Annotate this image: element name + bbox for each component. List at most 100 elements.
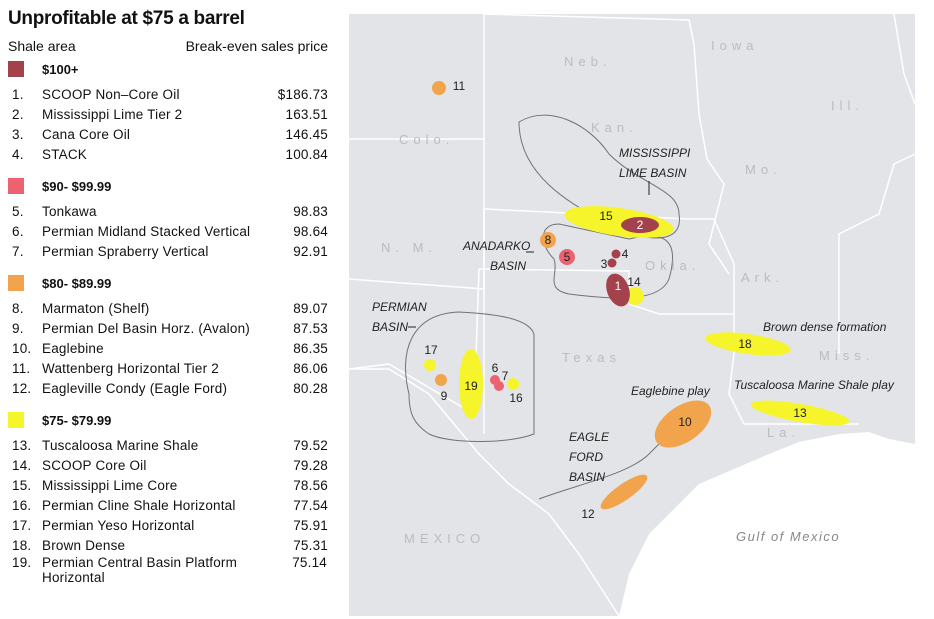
area-name: Permian Cline Shale Horizontal — [42, 497, 236, 513]
area-name: STACK — [42, 146, 88, 162]
area-name: Tonkawa — [42, 203, 97, 219]
marker-label: 4 — [622, 247, 629, 261]
legend-row: 15. Mississippi Lime Core 78.56 — [8, 475, 328, 495]
group-label: $90- $99.99 — [42, 178, 112, 194]
area-name: Cana Core Oil — [42, 126, 131, 142]
legend-row: 18. Brown Dense 75.31 — [8, 535, 328, 555]
break-even-price: $186.73 — [277, 86, 328, 102]
state-label: N. M. — [381, 240, 437, 255]
basin-labels: MISSISSIPPI LIME BASIN ANADARKO BASIN PE… — [372, 146, 895, 484]
area-name: SCOOP Core Oil — [42, 457, 147, 473]
row-number: 14. — [12, 457, 32, 473]
marker-label: 1 — [615, 279, 622, 293]
area-name: Permian Central Basin Platform Horizonta… — [42, 555, 238, 585]
legend-row: 2. Mississippi Lime Tier 2 163.51 — [8, 104, 328, 124]
area-name: SCOOP Non–Core Oil — [42, 86, 180, 102]
marker-label: 6 — [492, 361, 499, 375]
marker-17 — [424, 359, 436, 371]
basin-label: FORD — [569, 450, 603, 464]
markers — [424, 81, 850, 510]
title: Unprofitable at $75 a barrel — [8, 8, 245, 29]
legend-row: 7. Permian Spraberry Vertical 92.91 — [8, 241, 328, 261]
row-number: 8. — [12, 300, 24, 316]
row-number: 4. — [12, 146, 24, 162]
state-labels: Neb. Iowa Ill. Colo. Kan. Mo. N. M. Okla… — [381, 38, 869, 546]
marker-11 — [432, 81, 446, 95]
legend-row: 1. SCOOP Non–Core Oil $186.73 — [8, 84, 328, 104]
area-name: Permian Del Basin Horz. (Avalon) — [42, 320, 250, 336]
group-label: $75- $79.99 — [42, 412, 112, 428]
marker-label: 16 — [509, 391, 523, 405]
break-even-price: 79.52 — [293, 437, 328, 453]
marker-14 — [626, 287, 644, 305]
state-label: Okla. — [645, 258, 700, 273]
legend-row: 9. Permian Del Basin Horz. (Avalon) 87.53 — [8, 318, 328, 338]
area-name: Permian Yeso Horizontal — [42, 517, 195, 533]
break-even-price: 87.53 — [293, 320, 328, 336]
state-label: Neb. — [564, 54, 611, 69]
legend-group-header: $75- $79.99 — [8, 412, 328, 428]
state-label: Ill. — [831, 98, 864, 113]
legend-row: 4. STACK 100.84 — [8, 144, 328, 164]
marker-label: 9 — [441, 389, 448, 403]
legend-row: 5. Tonkawa 98.83 — [8, 201, 328, 221]
legend-group-header: $80- $89.99 — [8, 275, 328, 291]
marker-label: 18 — [738, 337, 752, 351]
area-name: Permian Midland Stacked Vertical — [42, 223, 251, 239]
break-even-price: 78.56 — [293, 477, 328, 493]
marker-9 — [435, 374, 447, 386]
state-label: Kan. — [591, 120, 638, 135]
break-even-price: 75.91 — [293, 517, 328, 533]
price-header: Break-even sales price — [185, 38, 328, 54]
marker-3 — [607, 258, 617, 268]
marker-7 — [494, 381, 504, 391]
break-even-price: 75.31 — [293, 537, 328, 553]
row-number: 5. — [12, 203, 24, 219]
marker-label: 13 — [793, 406, 807, 420]
break-even-price: 89.07 — [293, 300, 328, 316]
legend-row: 3. Cana Core Oil 146.45 — [8, 124, 328, 144]
marker-label: 11 — [453, 79, 466, 93]
marker-1 — [606, 273, 630, 307]
legend-row: 16. Permian Cline Shale Horizontal 77.54 — [8, 495, 328, 515]
marker-8 — [540, 232, 556, 248]
legend-row: 10. Eaglebine 86.35 — [8, 338, 328, 358]
color-swatch — [8, 275, 24, 291]
marker-label: 14 — [627, 275, 641, 289]
break-even-price: 79.28 — [293, 457, 328, 473]
map: Neb. Iowa Ill. Colo. Kan. Mo. N. M. Okla… — [349, 14, 915, 616]
gulf-water — [619, 432, 915, 616]
water-label: Gulf of Mexico — [736, 529, 840, 544]
marker-16 — [507, 378, 519, 390]
state-label: Ark. — [741, 270, 784, 285]
state-label: Colo. — [399, 132, 454, 147]
row-number: 2. — [12, 106, 24, 122]
basin-label: ANADARKO — [462, 239, 530, 253]
row-number: 18. — [12, 537, 32, 553]
marker-label: 12 — [581, 507, 595, 521]
group-label: $100+ — [42, 61, 79, 77]
row-number: 19. — [12, 555, 32, 570]
state-label: Iowa — [711, 38, 758, 53]
legend-row: 11. Wattenberg Horizontal Tier 2 86.06 — [8, 358, 328, 378]
marker-label: 2 — [637, 218, 644, 232]
legend-row: 8. Marmaton (Shelf) 89.07 — [8, 298, 328, 318]
marker-label: 7 — [502, 369, 509, 383]
basin-label: EAGLE — [569, 430, 610, 444]
row-number: 1. — [12, 86, 24, 102]
play-label: Eaglebine play — [631, 384, 711, 398]
legend-group-header: $90- $99.99 — [8, 178, 328, 194]
break-even-price: 163.51 — [285, 106, 328, 122]
marker-label: 10 — [678, 415, 692, 429]
marker-13 — [750, 400, 850, 426]
row-number: 7. — [12, 243, 24, 259]
marker-label: 17 — [424, 343, 438, 357]
area-name: Permian Spraberry Vertical — [42, 243, 209, 259]
row-number: 11. — [12, 360, 31, 376]
color-swatch — [8, 412, 24, 428]
row-number: 17. — [12, 517, 32, 533]
state-label: Mo. — [745, 162, 782, 177]
area-name: Wattenberg Horizontal Tier 2 — [42, 360, 219, 376]
row-number: 15. — [12, 477, 32, 493]
play-label: Tuscaloosa Marine Shale play — [734, 378, 895, 392]
